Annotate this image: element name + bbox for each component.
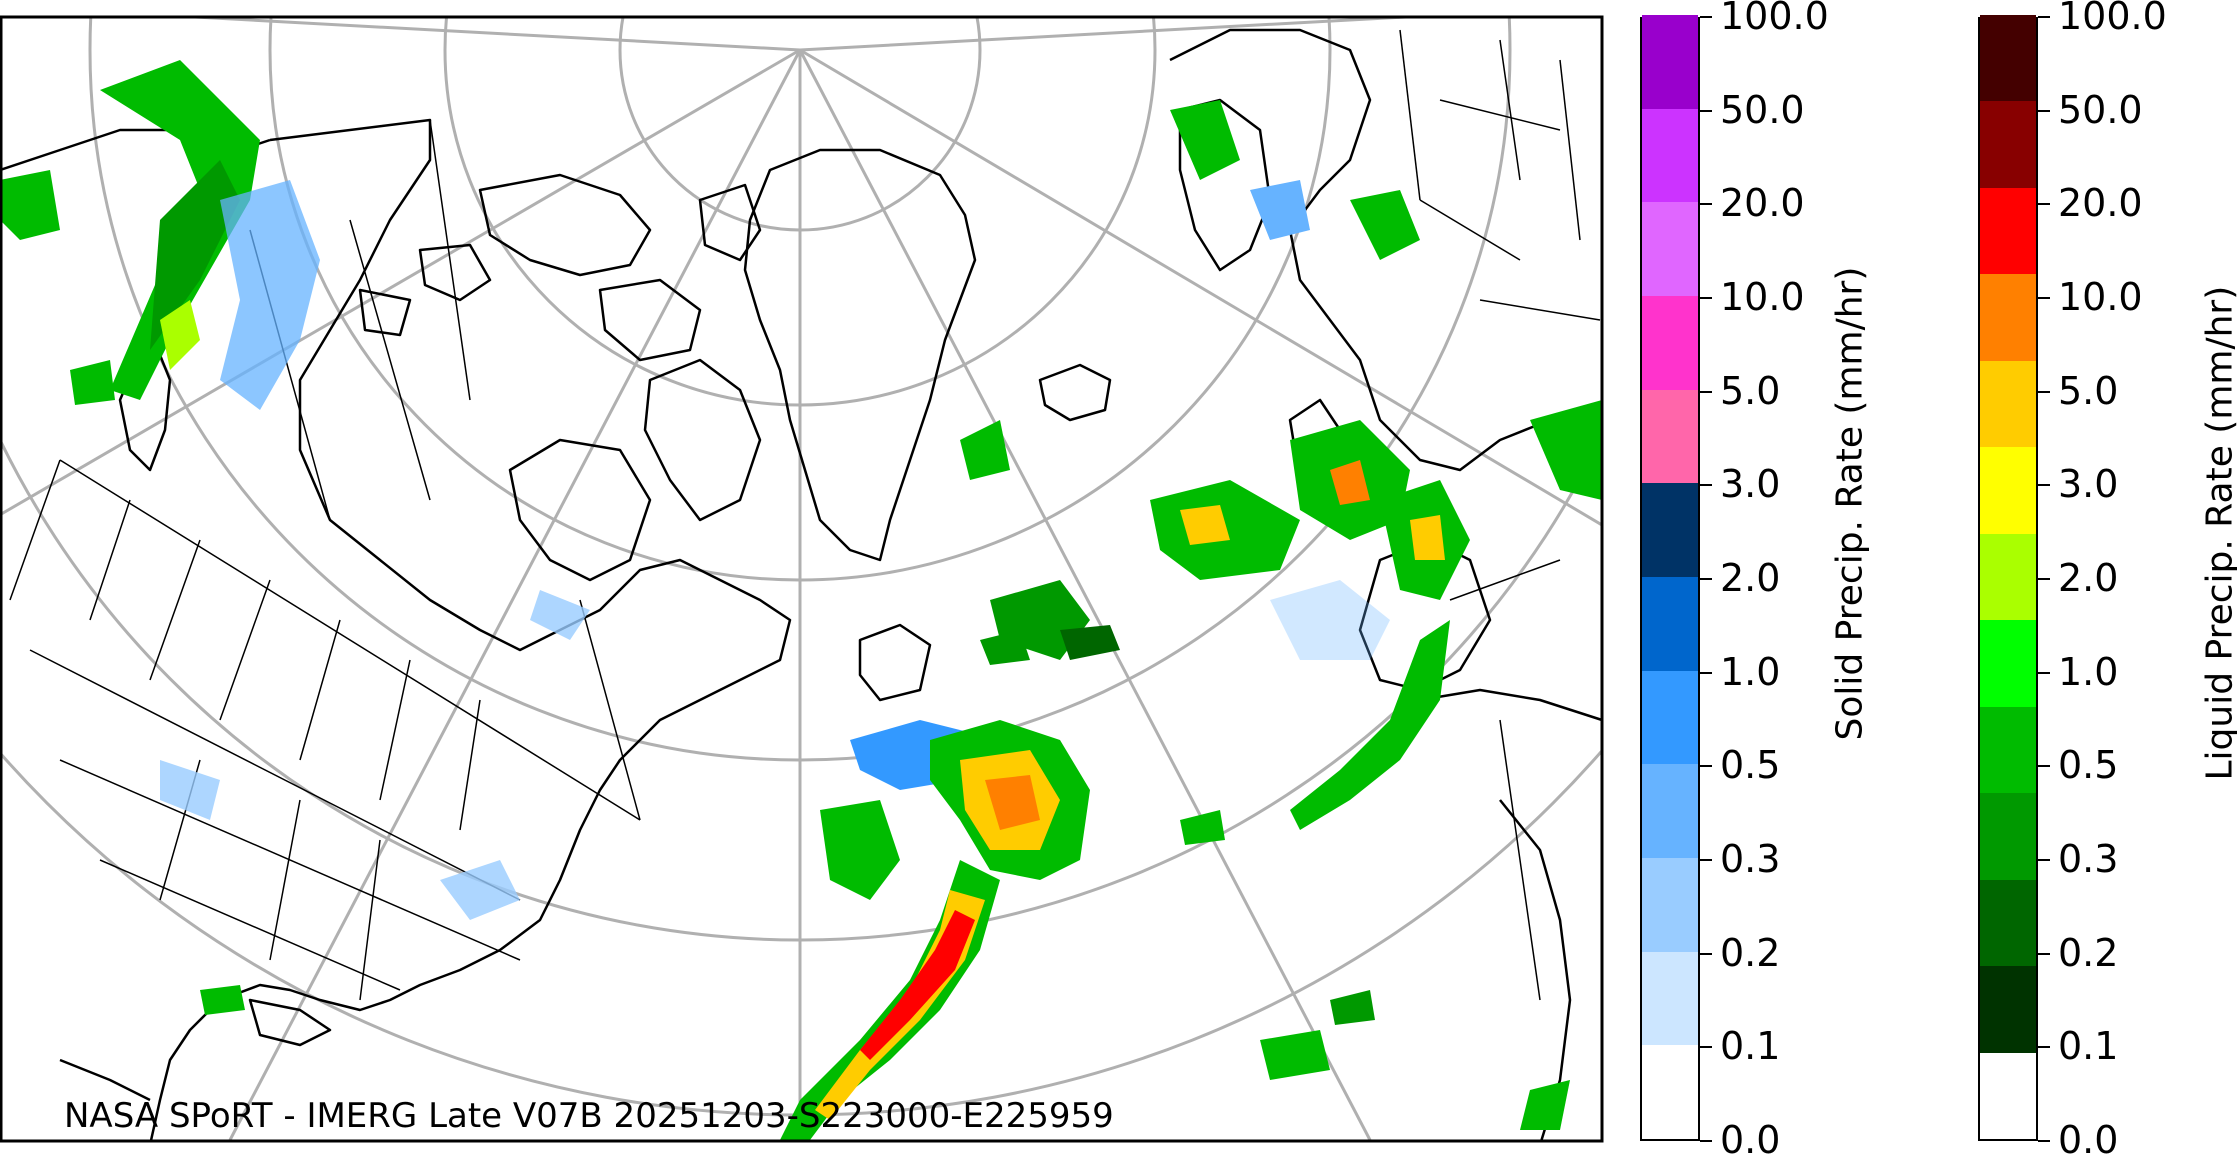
solid-precip-color-segment xyxy=(1642,389,1698,484)
liquid-precip-tick-label: 0.1 xyxy=(2058,1024,2119,1069)
liquid-precip-color-segment xyxy=(1980,360,2036,448)
liquid-precip-tick-mark xyxy=(2038,952,2050,955)
solid-precip-colorbar-title: Solid Precip. Rate (mm/hr) xyxy=(1829,266,1871,741)
meridian-lines xyxy=(1,17,1602,1141)
solid-precip-color-segment xyxy=(1642,858,1698,952)
coastlines xyxy=(1,28,1602,1141)
solid-precip-color-segment xyxy=(1642,483,1698,577)
solid-precip-tick-label: 50.0 xyxy=(1720,87,1805,132)
precipitation-map xyxy=(0,15,1604,1143)
liquid-precip-tick-mark xyxy=(2038,484,2050,487)
liquid-precip-tick-label: 5.0 xyxy=(2058,368,2119,413)
solid-precip-color-segment xyxy=(1642,764,1698,858)
solid-precip-color-segment xyxy=(1642,15,1698,109)
liquid-precip-tick-label: 2.0 xyxy=(2058,556,2119,600)
solid-precip-tick-label: 10.0 xyxy=(1720,275,1805,319)
solid-precip-tick-mark xyxy=(1700,578,1712,580)
liquid-precip-tick-label: 1.0 xyxy=(2058,649,2119,694)
liquid-precip-tick-mark xyxy=(2038,297,2050,299)
solid-precip-tick-label: 100.0 xyxy=(1720,0,1829,38)
liquid-precip-tick-label: 50.0 xyxy=(2058,87,2143,132)
solid-precip-color-segment xyxy=(1642,577,1698,671)
liquid-precip-colorbar xyxy=(1978,15,2038,1141)
solid-precip-tick-label: 5.0 xyxy=(1720,368,1781,413)
liquid-precip-tick-label: 10.0 xyxy=(2058,275,2143,319)
solid-precip-tick-label: 3.0 xyxy=(1720,462,1781,507)
liquid-precip-tick-mark xyxy=(2038,671,2050,674)
liquid-precip-tick-mark xyxy=(2038,16,2050,18)
liquid-precip-tick-label: 0.0 xyxy=(2058,1118,2119,1162)
precipitation-overlay xyxy=(1,60,1602,1140)
solid-precip-color-segment xyxy=(1642,296,1698,390)
liquid-precip-tick-label: 100.0 xyxy=(2058,0,2167,38)
solid-precip-tick-mark xyxy=(1700,1140,1712,1142)
liquid-precip-color-segment xyxy=(1980,101,2036,188)
liquid-precip-tick-mark xyxy=(2038,859,2050,861)
liquid-precip-tick-label: 20.0 xyxy=(2058,181,2143,226)
solid-precip-tick-label: 1.0 xyxy=(1720,649,1781,694)
liquid-precip-tick-mark xyxy=(2038,1140,2050,1142)
data-credit-label: NASA SPoRT - IMERG Late V07B 20251203-S2… xyxy=(64,1096,1114,1136)
solid-precip-tick-label: 0.0 xyxy=(1720,1118,1781,1162)
solid-precip-tick-mark xyxy=(1700,765,1712,768)
liquid-precip-colorbar-title: Liquid Precip. Rate (mm/hr) xyxy=(2199,285,2237,781)
liquid-precip-color-segment xyxy=(1980,274,2036,361)
liquid-precip-color-segment xyxy=(1980,533,2036,621)
liquid-precip-color-segment xyxy=(1980,706,2036,794)
liquid-precip-color-segment xyxy=(1980,15,2036,102)
liquid-precip-tick-mark xyxy=(2038,109,2050,112)
solid-precip-tick-mark xyxy=(1700,109,1712,112)
liquid-precip-tick-label: 3.0 xyxy=(2058,462,2119,507)
solid-precip-tick-label: 0.1 xyxy=(1720,1024,1781,1069)
solid-precip-tick-label: 2.0 xyxy=(1720,556,1781,600)
liquid-precip-tick-mark xyxy=(2038,765,2050,768)
liquid-precip-color-segment xyxy=(1980,966,2036,1053)
liquid-precip-tick-label: 0.5 xyxy=(2058,743,2119,788)
solid-precip-colorbar xyxy=(1640,15,1700,1141)
solid-precip-color-segment xyxy=(1642,951,1698,1046)
liquid-precip-tick-mark xyxy=(2038,203,2050,206)
liquid-precip-tick-label: 0.2 xyxy=(2058,930,2119,975)
liquid-precip-tick-mark xyxy=(2038,1046,2050,1049)
solid-precip-color-segment xyxy=(1642,1045,1698,1139)
liquid-precip-tick-label: 0.3 xyxy=(2058,837,2119,881)
solid-precip-tick-mark xyxy=(1700,859,1712,861)
liquid-precip-color-segment xyxy=(1980,1052,2036,1139)
liquid-precip-color-segment xyxy=(1980,447,2036,534)
solid-precip-tick-mark xyxy=(1700,952,1712,955)
liquid-precip-color-segment xyxy=(1980,620,2036,707)
solid-precip-tick-label: 0.2 xyxy=(1720,930,1781,975)
liquid-precip-tick-mark xyxy=(2038,390,2050,393)
solid-precip-tick-mark xyxy=(1700,484,1712,487)
solid-precip-tick-mark xyxy=(1700,297,1712,299)
solid-precip-color-segment xyxy=(1642,202,1698,296)
liquid-precip-color-segment xyxy=(1980,793,2036,880)
solid-precip-color-segment xyxy=(1642,670,1698,765)
solid-precip-tick-mark xyxy=(1700,203,1712,206)
solid-precip-tick-mark xyxy=(1700,671,1712,674)
map-frame xyxy=(0,15,1604,1143)
solid-precip-tick-label: 0.3 xyxy=(1720,837,1781,881)
solid-precip-color-segment xyxy=(1642,108,1698,203)
solid-precip-tick-mark xyxy=(1700,1046,1712,1049)
solid-precip-tick-mark xyxy=(1700,390,1712,393)
liquid-precip-tick-mark xyxy=(2038,578,2050,580)
liquid-precip-color-segment xyxy=(1980,879,2036,967)
liquid-precip-color-segment xyxy=(1980,187,2036,275)
solid-precip-tick-label: 20.0 xyxy=(1720,181,1805,226)
solid-precip-tick-label: 0.5 xyxy=(1720,743,1781,788)
solid-precip-tick-mark xyxy=(1700,16,1712,18)
